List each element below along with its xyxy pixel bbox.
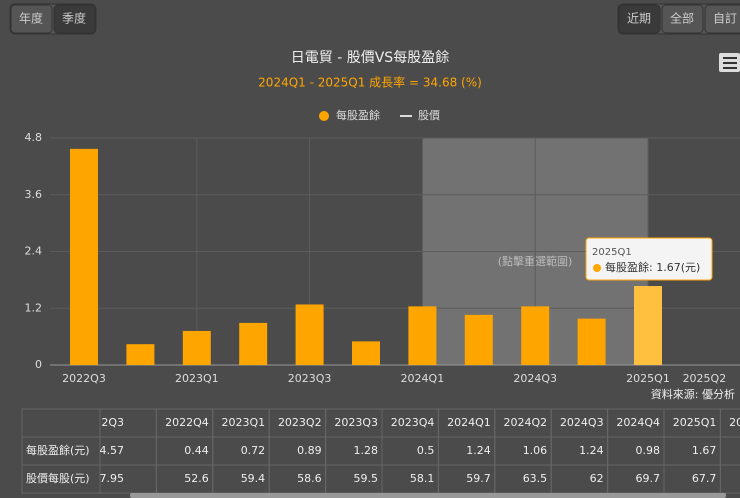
chart-title: 日電貿 - 股價VS每股盈餘: [291, 49, 449, 66]
row-label: 每股盈餘(元): [26, 443, 90, 457]
x-tick-label: 2023Q1: [175, 372, 219, 385]
period-button[interactable]: [10, 4, 53, 34]
period-button-label[interactable]: 季度: [62, 11, 86, 26]
column-header: 2Q3: [101, 416, 124, 429]
bar[interactable]: [352, 341, 380, 365]
table-cell: [719, 464, 740, 494]
x-tick-label: 2024Q3: [513, 372, 557, 385]
bar[interactable]: [295, 304, 324, 365]
y-tick-label: 2.4: [25, 245, 43, 258]
table-value: 69.7: [636, 472, 661, 485]
y-tick-label: 4.8: [25, 131, 43, 144]
column-header: 2024Q1: [447, 416, 491, 429]
bar[interactable]: [408, 306, 437, 365]
column-header: 2023Q4: [391, 416, 435, 429]
table-value: 7.95: [100, 472, 125, 485]
bar[interactable]: [126, 344, 155, 365]
tooltip-box: [585, 237, 713, 281]
table-value: 1.28: [354, 444, 379, 457]
range-button-label[interactable]: 自訂: [713, 11, 737, 26]
range-button[interactable]: [704, 4, 740, 34]
table-scrollbar[interactable]: [130, 493, 726, 498]
y-tick-label: 3.6: [25, 188, 43, 201]
table-value: 59.5: [354, 472, 379, 485]
x-tick-label: 2025Q2: [683, 372, 727, 385]
table-cell: [719, 408, 740, 438]
column-header: 2023Q1: [222, 416, 266, 429]
column-header: 2024Q2: [504, 416, 548, 429]
column-header: 2025Q1: [673, 416, 717, 429]
legend-label: 每股盈餘: [336, 108, 380, 122]
table-value: 62: [590, 472, 604, 485]
bar[interactable]: [464, 314, 493, 365]
y-tick-label: 0: [35, 358, 42, 371]
bar[interactable]: [577, 318, 606, 365]
table-value: 59.7: [466, 472, 491, 485]
chart-subtitle: 2024Q1 - 2025Q1 成長率 = 34.68 (%): [258, 75, 482, 90]
bar[interactable]: [634, 286, 662, 365]
x-tick-label: 2024Q1: [401, 372, 445, 385]
column-header: 2024Q4: [616, 416, 660, 429]
table-value: 0.5: [417, 444, 435, 457]
x-tick-label: 2025Q1: [626, 372, 670, 385]
table-value: 1.06: [523, 444, 548, 457]
menu-icon[interactable]: [719, 53, 740, 72]
period-button-label[interactable]: 年度: [19, 11, 43, 26]
table-value: 1.24: [579, 444, 604, 457]
column-header: 2024Q3: [560, 416, 604, 429]
column-header: 2023Q2: [278, 416, 322, 429]
table-value: 63.5: [523, 472, 548, 485]
table-value: 58.6: [297, 472, 322, 485]
table-value: 0.44: [184, 444, 209, 457]
range-button-label[interactable]: 全部: [670, 11, 694, 26]
bar[interactable]: [70, 148, 98, 365]
table-value: 58.1: [410, 472, 435, 485]
x-tick-label: 2022Q3: [62, 372, 106, 385]
row-label: 股價每股(元): [26, 471, 90, 485]
bar[interactable]: [239, 322, 268, 365]
column-header: 2025Q2: [729, 416, 740, 429]
table-cell: [21, 408, 101, 438]
source: 資料來源: 優分析: [651, 387, 735, 401]
x-tick-label: 2023Q3: [288, 372, 332, 385]
column-header: 2022Q4: [165, 416, 209, 429]
period-button[interactable]: [53, 4, 96, 34]
tooltip-title: 2025Q1: [592, 247, 632, 258]
bar[interactable]: [182, 330, 211, 365]
y-tick-label: 1.2: [25, 301, 43, 314]
table-value: 0.72: [241, 444, 266, 457]
table-value: 4.57: [100, 444, 125, 457]
table-value: 0.98: [636, 444, 661, 457]
column-header: 2023Q3: [334, 416, 378, 429]
range-button[interactable]: [661, 4, 704, 34]
table-value: 1.67: [692, 444, 717, 457]
tooltip-text: 每股盈餘: 1.67(元): [605, 260, 700, 274]
legend-label: 股價: [418, 108, 440, 122]
legend-marker: [319, 111, 329, 121]
table-cell: [719, 436, 740, 466]
range-button[interactable]: [618, 4, 661, 34]
range-button-label[interactable]: 近期: [627, 12, 651, 26]
tooltip-marker: [593, 264, 601, 272]
table-value: 67.7: [692, 472, 717, 485]
table-value: 52.6: [184, 472, 209, 485]
table-value: 0.89: [297, 444, 322, 457]
table-value: 59.4: [241, 472, 266, 485]
bar[interactable]: [521, 306, 550, 365]
table-value: 1.24: [466, 444, 491, 457]
